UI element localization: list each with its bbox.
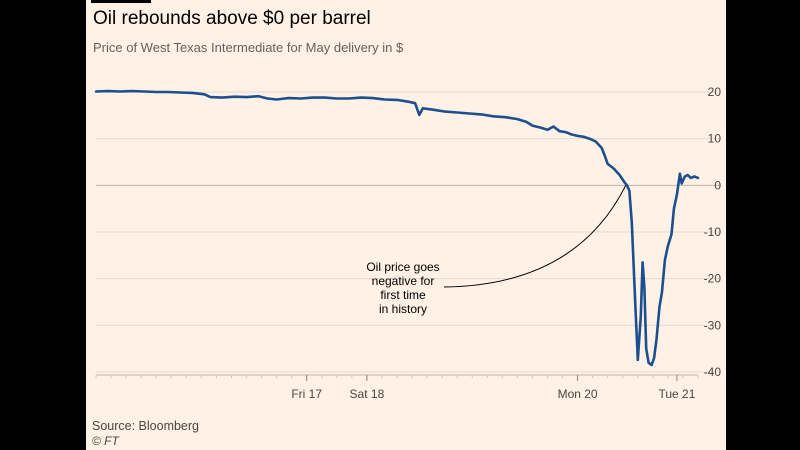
- series-line: [94, 89, 700, 367]
- y-tick-label: 10: [708, 132, 722, 146]
- y-tick-label: 0: [714, 178, 721, 192]
- annotation-text: Oil price goes negative for first time in h…: [366, 260, 439, 316]
- y-tick-label: -30: [704, 318, 722, 332]
- grid-lines: [96, 91, 721, 373]
- x-tick-label: Fri 17: [291, 387, 322, 401]
- annotation-line: [443, 185, 627, 288]
- annotation-line-text: first time: [380, 288, 426, 302]
- source-note: Source: Bloomberg: [92, 419, 200, 433]
- chart-panel: Oil rebounds above $0 per barrel Price o…: [86, 0, 726, 450]
- series-layer: [94, 89, 700, 367]
- credit-note: © FT: [92, 434, 119, 448]
- x-tick-label: Sat 18: [350, 387, 385, 401]
- y-tick-label: -10: [704, 225, 722, 239]
- y-tick-label: 20: [708, 85, 722, 99]
- x-axis: Fri 17 Sat 18 Mon 20 Tue 21: [95, 374, 699, 401]
- annotation-line-text: negative for: [372, 274, 435, 288]
- chart-title: Oil rebounds above $0 per barrel: [91, 0, 371, 29]
- x-tick-label: Mon 20: [558, 387, 598, 401]
- chart-subtitle: Price of West Texas Intermediate for May…: [93, 40, 404, 55]
- line-chart: 20 10 0 -10 -20 -30 -40 Fri 17 Sat 18 Mon 20 Tue …: [94, 85, 722, 401]
- y-tick-label: -40: [704, 365, 722, 379]
- x-tick-label: Tue 21: [658, 387, 695, 401]
- annotation-line-text: in history: [379, 302, 427, 316]
- y-tick-label: -20: [704, 272, 722, 286]
- annotation: Oil price goes negative for first time in h…: [366, 185, 627, 316]
- y-axis-ticks: 20 10 0 -10 -20 -30 -40: [704, 85, 722, 379]
- annotation-line-text: Oil price goes: [366, 260, 439, 274]
